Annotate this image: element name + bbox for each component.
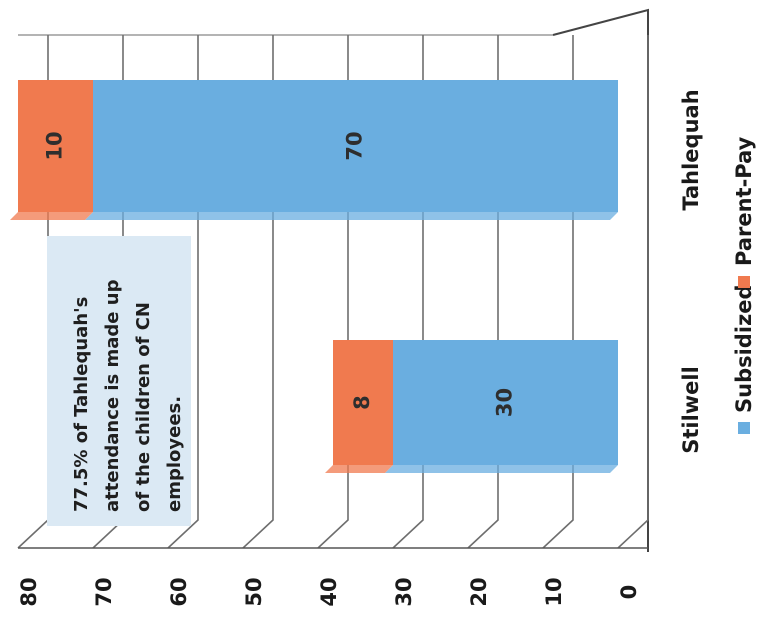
bar-depth-subsidized-tahlequah	[85, 212, 618, 220]
annotation-line-2: attendance is made up	[102, 279, 123, 512]
tick-labels: 0 10 20 30 40 50 60 70 80	[17, 577, 641, 606]
legend-swatch-parent-pay	[738, 276, 750, 288]
tick-label: 70	[92, 577, 116, 606]
bar-segment-parent-pay-tahlequah	[18, 80, 93, 212]
bar-segment-subsidized-stilwell	[393, 340, 618, 465]
legend: Subsidized Parent-Pay	[732, 136, 756, 434]
data-label: 30	[493, 388, 517, 417]
bars: 30 8 70 10	[10, 80, 618, 473]
bar-segment-subsidized-tahlequah	[93, 80, 618, 212]
tick-label: 40	[317, 577, 341, 606]
bar-depth-parent-pay-tahlequah	[10, 212, 93, 220]
bar-depth-parent-pay-stilwell	[325, 465, 393, 473]
category-label-stilwell: Stilwell	[679, 366, 703, 454]
tick-label: 0	[617, 585, 641, 600]
annotation-box	[47, 236, 191, 526]
category-labels: Stilwell Tahlequah	[679, 89, 703, 453]
category-label-tahlequah: Tahlequah	[679, 89, 703, 210]
annotation-line-1: 77.5% of Tahlequah's	[71, 297, 92, 512]
annotation-line-4: employees.	[164, 396, 185, 512]
tick-label: 80	[17, 577, 41, 606]
legend-label-parent-pay: Parent-Pay	[732, 136, 756, 266]
data-label: 8	[350, 395, 374, 410]
tick-label: 30	[392, 577, 416, 606]
tick-label: 20	[467, 577, 491, 606]
legend-label-subsidized: Subsidized	[732, 284, 756, 413]
data-label: 70	[343, 131, 367, 160]
annotation-line-3: of the children of CN	[133, 302, 154, 512]
bar-depth-subsidized-stilwell	[385, 465, 618, 473]
data-label: 10	[43, 131, 67, 160]
gridline	[617, 35, 649, 549]
bar-segment-parent-pay-stilwell	[333, 340, 393, 465]
legend-swatch-subsidized	[738, 422, 750, 434]
tick-label: 60	[167, 577, 191, 606]
annotation: 77.5% of Tahlequah's attendance is made …	[47, 236, 191, 526]
tick-label: 50	[242, 577, 266, 606]
tick-label: 10	[542, 577, 566, 606]
